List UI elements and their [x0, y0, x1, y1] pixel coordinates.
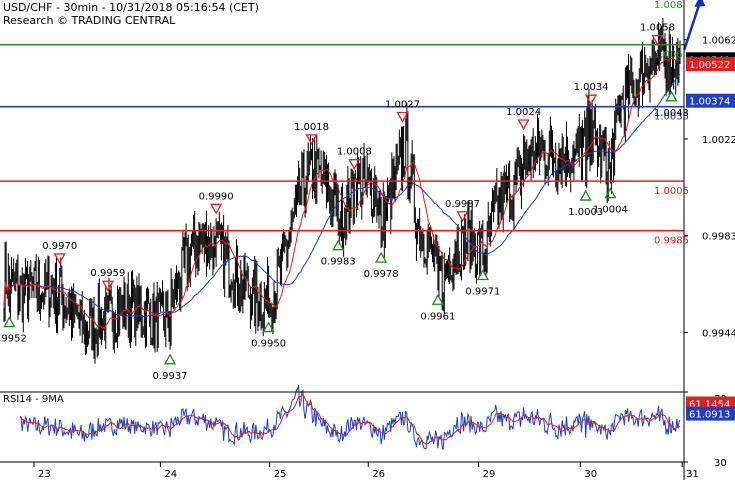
- swing-high-label: 1.0034: [574, 82, 609, 93]
- swing-low-label: 0.9978: [364, 269, 399, 280]
- swing-high-marker: [210, 203, 223, 215]
- level-label: 1.008: [654, 0, 683, 11]
- swing-high-marker: [53, 253, 66, 265]
- x-tick-label: 31: [686, 469, 699, 480]
- level-label: 1.006: [654, 50, 683, 61]
- rsi-tick-label: 30: [714, 458, 727, 469]
- swing-high-label: 0.9987: [445, 199, 480, 210]
- price-bars: [3, 17, 681, 364]
- swing-low-label: 1.0004: [593, 205, 628, 216]
- level-label: 1.0005: [654, 186, 689, 197]
- x-tick-label: 24: [164, 469, 177, 480]
- x-axis: 23 24 25 26 29 30 31: [33, 462, 699, 480]
- projection-arrow: [683, 0, 702, 51]
- price-badge: [686, 57, 735, 72]
- price-tick-label: 1.0062: [702, 36, 735, 47]
- swing-high-label: 1.0058: [640, 23, 675, 34]
- swing-high-label: 1.0027: [385, 100, 420, 111]
- swing-high-marker: [584, 94, 598, 106]
- swing-low-label: 0.9950: [251, 339, 286, 350]
- rsi-line: [19, 384, 681, 450]
- projection-arrow-head: [694, 0, 706, 8]
- rsi-badge-label: 61.1454: [689, 399, 730, 410]
- level-label: 0.9985: [654, 236, 689, 247]
- swing-high-marker: [396, 111, 409, 123]
- swing-high-label: 0.9959: [90, 268, 125, 279]
- x-tick-label: 25: [274, 469, 287, 480]
- research-credit: Research © TRADING CENTRAL: [3, 14, 176, 27]
- x-tick-label: 29: [483, 469, 496, 480]
- price-tick-label: 1.0022: [702, 135, 735, 146]
- swing-high-label: 1.0018: [294, 122, 329, 133]
- x-tick-label: 26: [372, 469, 385, 480]
- swing-high-marker: [651, 34, 664, 46]
- swing-low-marker: [374, 251, 388, 263]
- swing-high-marker: [348, 159, 361, 171]
- swing-low-marker: [431, 293, 444, 305]
- swing-low-marker: [262, 321, 275, 333]
- swing-low-marker: [163, 353, 177, 365]
- price-badge: [686, 93, 735, 108]
- swing-low-marker: [665, 90, 678, 102]
- swing-high-marker: [305, 134, 318, 146]
- price-panel: 1.008 1.006 1.0035 1.0005 0.9985 1.0062 1.0022…: [0, 0, 735, 382]
- level-label: 1.0035: [654, 112, 689, 123]
- swing-high-marker: [101, 280, 115, 292]
- swing-low-label: 1.0043: [654, 108, 689, 119]
- swing-low-marker: [476, 269, 489, 281]
- chart-title: USD/CHF - 30min - 10/31/2018 05:16:54 (C…: [3, 1, 259, 14]
- price-tick-label: 0.9983: [702, 232, 735, 243]
- swing-high-marker: [517, 119, 530, 131]
- swing-low-marker: [579, 189, 592, 201]
- swing-high-marker: [456, 211, 469, 223]
- fast-moving-average: [3, 57, 681, 330]
- price-badge-label: 1.00374: [689, 97, 730, 108]
- x-tick-label: 30: [584, 469, 597, 480]
- price-badge-label: 1.00522: [689, 60, 730, 71]
- swing-low-label: 0.9937: [153, 371, 188, 382]
- price-tick-label: 0.9944: [702, 328, 735, 339]
- swing-low-label: 0.9952: [0, 334, 27, 345]
- swing-low-marker: [3, 316, 16, 328]
- swing-low-label: 1.0003: [568, 207, 603, 218]
- rsi-badge: [686, 406, 735, 421]
- x-tick-label: 23: [38, 469, 51, 480]
- swing-high-label: 0.9990: [199, 191, 234, 202]
- swing-high-label: 0.9970: [42, 241, 77, 252]
- swing-high-label: 1.0024: [506, 107, 541, 118]
- swing-low-marker: [604, 187, 617, 199]
- rsi-ma-line: [19, 393, 681, 445]
- rsi-badge-label: 61.0913: [689, 410, 730, 421]
- swing-high-label: 1.0008: [337, 147, 372, 158]
- rsi-label: RSI14 - 9MA: [3, 394, 64, 405]
- swing-low-label: 0.9971: [465, 286, 500, 297]
- swing-low-label: 0.9983: [321, 257, 356, 268]
- swing-low-marker: [332, 239, 345, 251]
- swing-low-label: 0.9961: [420, 311, 455, 322]
- slow-moving-average: [3, 73, 681, 318]
